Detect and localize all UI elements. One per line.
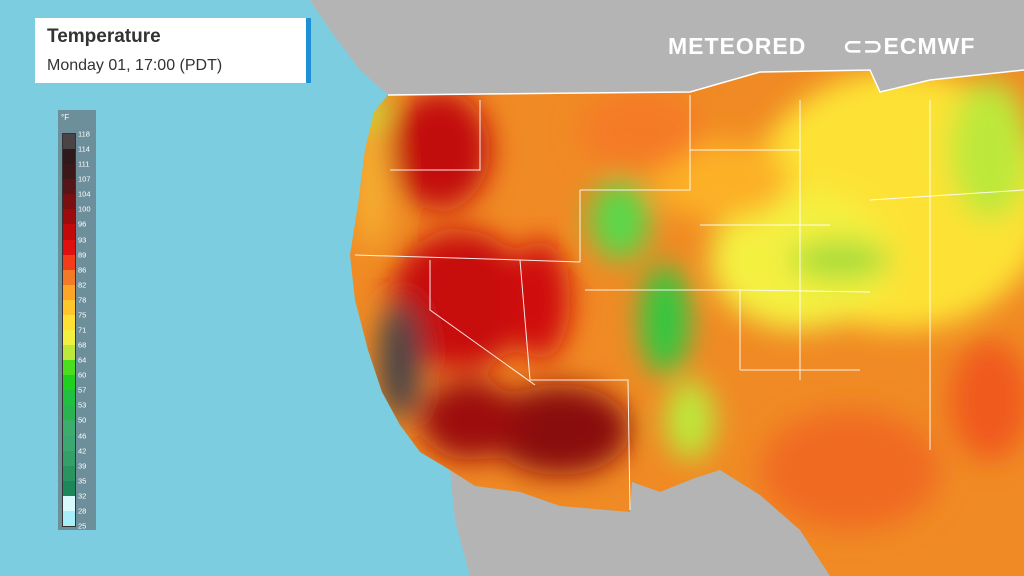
legend-label: 60: [78, 370, 87, 380]
legend-band: [63, 299, 75, 315]
legend-label: 28: [78, 506, 87, 516]
legend-label: 53: [78, 400, 87, 410]
legend-label: 82: [78, 280, 87, 290]
legend-label: 39: [78, 461, 87, 471]
title-panel: Temperature Monday 01, 17:00 (PDT): [35, 18, 311, 83]
legend-label: 75: [78, 310, 87, 320]
legend-label: 50: [78, 415, 87, 425]
temperature-legend: °F 118 114 111 107 104 100 96 93 89 86 82 78 75 71 68 6…: [58, 110, 96, 531]
legend-band: [63, 209, 75, 225]
legend-label: 57: [78, 385, 87, 395]
legend-label: 100: [78, 204, 91, 214]
legend-label: 78: [78, 295, 87, 305]
legend-band: [63, 345, 75, 361]
legend-band: [63, 495, 75, 511]
legend-band: [63, 164, 75, 180]
legend-label: 68: [78, 340, 87, 350]
ecmwf-logo: ⊂⊃ECMWF: [843, 33, 975, 60]
legend-band: [63, 375, 75, 391]
legend-band: [63, 330, 75, 346]
legend-band: [63, 390, 75, 406]
legend-label: 32: [78, 491, 87, 501]
legend-label: 118: [78, 129, 90, 139]
legend-label: 111: [78, 159, 90, 169]
meteored-logo: METEORED: [668, 33, 807, 59]
map-title: Temperature: [47, 26, 161, 47]
legend-band: [63, 480, 75, 496]
legend-label: 71: [78, 325, 87, 335]
legend-band: [63, 314, 75, 331]
legend-band: [63, 239, 75, 255]
ecmwf-text: ECMWF: [883, 33, 976, 59]
legend-label: 25: [78, 521, 87, 531]
legend-band: [63, 194, 75, 210]
legend-label: 64: [78, 355, 87, 365]
legend-band: [63, 134, 75, 150]
legend-band: [63, 510, 75, 527]
legend-label: 96: [78, 219, 87, 229]
legend-label: 86: [78, 265, 87, 275]
legend-band: [63, 420, 75, 436]
legend-unit: °F: [61, 113, 70, 122]
ecmwf-emblem-icon: ⊂⊃: [843, 33, 884, 59]
legend-band: [63, 179, 75, 195]
legend-band: [63, 284, 75, 300]
legend-label: 42: [78, 446, 87, 456]
legend-label: 89: [78, 250, 87, 260]
state-borders: [354, 95, 1024, 511]
legend-label: 35: [78, 476, 87, 486]
legend-label: 46: [78, 431, 87, 441]
legend-band: [63, 149, 75, 165]
legend-label: 93: [78, 235, 87, 245]
legend-label: 114: [78, 144, 90, 154]
legend-band: [63, 254, 75, 270]
map-time: Monday 01, 17:00 (PDT): [47, 57, 223, 74]
legend-band: [63, 435, 75, 451]
legend-band: [63, 269, 75, 285]
mexico-land: [450, 470, 830, 576]
legend-band: [63, 405, 75, 421]
legend-band: [63, 360, 75, 376]
legend-band: [63, 450, 75, 466]
canada-land: [310, 0, 1024, 95]
legend-label: 107: [78, 174, 91, 184]
national-border: [387, 69, 1024, 96]
legend-label: 104: [78, 189, 91, 199]
legend-colorbar: [62, 133, 76, 527]
legend-band: [63, 224, 75, 240]
legend-band: [63, 465, 75, 481]
